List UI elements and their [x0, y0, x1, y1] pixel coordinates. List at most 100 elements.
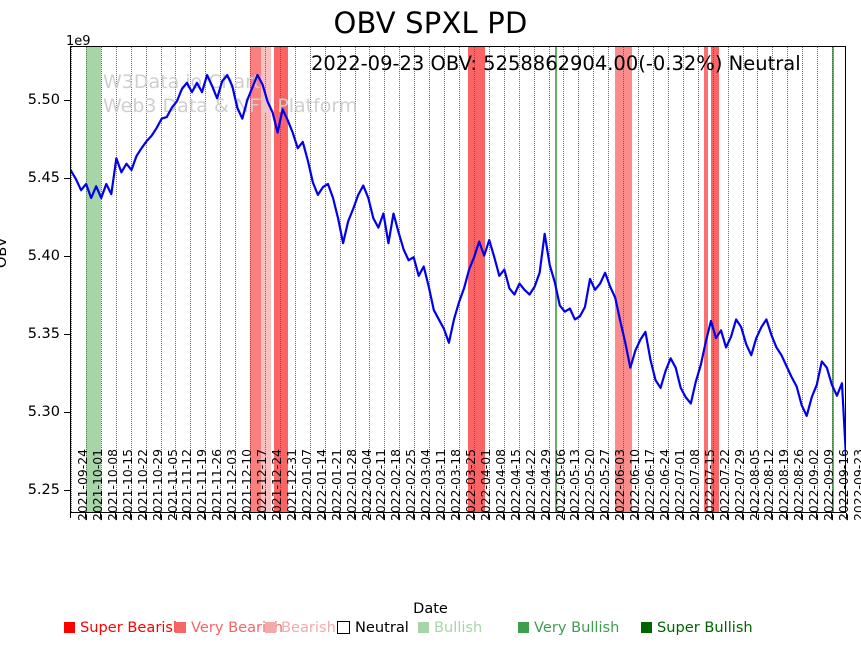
grid-line	[638, 47, 640, 512]
x-tick-mark	[472, 513, 474, 518]
x-tick-mark	[666, 513, 668, 518]
grid-line	[279, 47, 281, 512]
x-tick-label: 2022-09-23	[851, 448, 861, 521]
grid-line	[399, 47, 401, 512]
grid-line	[503, 47, 505, 512]
grid-line	[205, 47, 207, 512]
x-tick-mark	[622, 513, 624, 518]
grid-line	[235, 47, 237, 512]
legend-item-very-bullish[interactable]: Very Bullish	[518, 619, 619, 636]
signal-band-very-bullish	[832, 47, 835, 512]
signal-band-bullish	[85, 47, 101, 512]
grid-line	[384, 47, 386, 512]
grid-line	[294, 47, 296, 512]
grid-line	[160, 47, 162, 512]
grid-line	[488, 47, 490, 512]
x-tick-mark	[413, 513, 415, 518]
grid-line	[309, 47, 311, 512]
legend-swatch-icon	[175, 622, 186, 633]
signal-band-bearish	[260, 47, 272, 512]
x-tick-mark	[189, 513, 191, 518]
y-tick-label: 5.35	[27, 325, 60, 342]
x-tick-mark	[532, 513, 534, 518]
obv-line	[71, 73, 845, 459]
x-tick-mark	[458, 513, 459, 518]
grid-line	[444, 47, 446, 512]
legend-item-super-bearish[interactable]: Super Bearish	[64, 619, 182, 636]
grid-line	[473, 47, 475, 512]
legend-label: Neutral	[355, 619, 409, 636]
legend-swatch-icon	[518, 622, 529, 633]
grid-line	[712, 47, 714, 512]
legend-item-very-bearish[interactable]: Very Bearish	[175, 619, 283, 636]
x-tick-mark	[547, 513, 549, 518]
x-tick-mark	[562, 513, 564, 518]
x-tick-mark	[383, 513, 385, 518]
grid-line	[653, 47, 654, 512]
signal-band-very-bearish	[710, 47, 720, 512]
legend-item-super-bullish[interactable]: Super Bullish	[641, 619, 753, 636]
y-tick-mark	[64, 256, 70, 258]
x-tick-mark	[741, 513, 743, 518]
legend-label: Very Bearish	[191, 619, 283, 636]
x-tick-mark	[323, 513, 325, 518]
x-tick-mark	[249, 513, 251, 518]
grid-line	[682, 47, 684, 512]
x-tick-mark	[726, 513, 728, 518]
x-tick-mark	[816, 513, 818, 518]
y-tick-label: 5.30	[27, 403, 60, 420]
grid-line	[459, 47, 460, 512]
x-tick-mark	[353, 513, 355, 518]
legend-swatch-icon	[641, 622, 652, 633]
grid-line	[71, 47, 72, 512]
y-axis-offset-label: 1e9	[66, 34, 91, 49]
grid-line	[85, 47, 87, 512]
page-title: OBV SPXL PD	[333, 6, 528, 40]
x-tick-mark	[264, 513, 265, 518]
x-tick-mark	[234, 513, 236, 518]
y-tick-label: 5.25	[27, 481, 60, 498]
x-tick-mark	[681, 513, 683, 518]
x-tick-mark	[502, 513, 504, 518]
signal-band-very-bullish	[554, 47, 558, 512]
x-tick-mark	[711, 513, 713, 518]
x-tick-mark	[99, 513, 101, 518]
x-tick-mark	[144, 513, 146, 518]
x-tick-mark	[846, 513, 847, 518]
grid-line	[250, 47, 252, 512]
signal-band-very-bearish	[467, 47, 485, 512]
x-tick-mark	[159, 513, 161, 518]
grid-line	[757, 47, 759, 512]
legend-item-neutral[interactable]: Neutral	[337, 619, 409, 636]
plot-area: W3Data.io Chart Web3 Data & NFT Platform	[70, 46, 846, 513]
x-tick-mark	[592, 513, 594, 518]
x-tick-mark	[428, 513, 430, 518]
legend-item-bearish[interactable]: Bearish	[265, 619, 336, 636]
y-tick-mark	[64, 489, 70, 491]
obv-line-series	[71, 73, 845, 459]
grid-line	[623, 47, 625, 512]
grid-line	[220, 47, 222, 512]
y-tick-mark	[64, 178, 70, 180]
legend-label: Bearish	[281, 619, 336, 636]
grid-line	[667, 47, 669, 512]
grid-line	[518, 47, 520, 512]
grid-line	[354, 47, 356, 512]
y-tick-label: 5.40	[27, 248, 60, 265]
x-tick-mark	[607, 513, 609, 518]
x-tick-mark	[338, 513, 340, 518]
y-axis-title: OBV	[0, 237, 10, 268]
legend-label: Super Bullish	[657, 619, 753, 636]
grid-line	[742, 47, 744, 512]
grid-line	[787, 47, 789, 512]
grid-line	[578, 47, 580, 512]
legend-swatch-icon	[64, 622, 75, 633]
x-tick-mark	[70, 513, 71, 518]
y-tick-mark	[64, 411, 70, 413]
legend-item-bullish[interactable]: Bullish	[418, 619, 482, 636]
x-tick-mark	[831, 513, 833, 518]
grid-line	[130, 47, 132, 512]
grid-line	[802, 47, 804, 512]
grid-line	[145, 47, 147, 512]
